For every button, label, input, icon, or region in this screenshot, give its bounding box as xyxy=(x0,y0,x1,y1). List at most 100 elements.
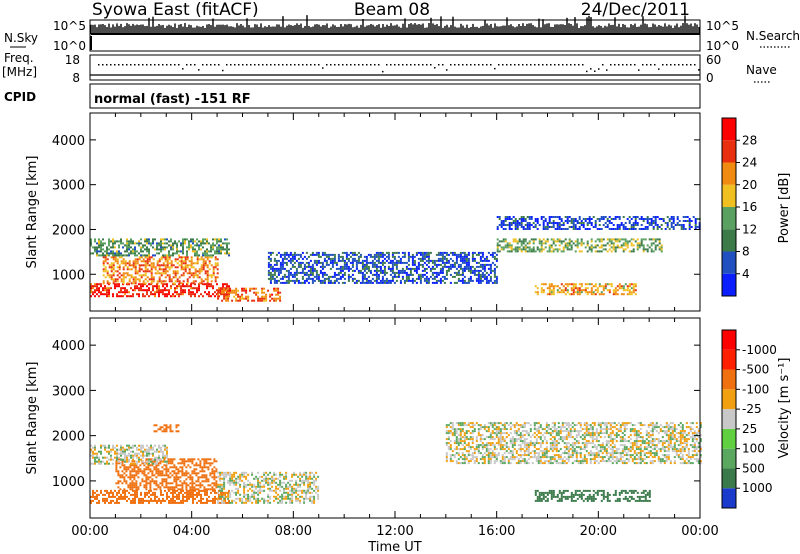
echo-cell xyxy=(652,216,655,218)
echo-cell xyxy=(680,226,683,228)
echo-cell xyxy=(273,299,276,302)
echo-cell xyxy=(96,248,98,251)
echo-cell xyxy=(311,267,314,270)
echo-cell xyxy=(411,259,414,262)
echo-cell xyxy=(303,271,306,274)
echo-cell xyxy=(247,489,250,492)
echo-cell xyxy=(226,248,228,251)
echo-cell xyxy=(92,491,94,494)
echo-cell xyxy=(479,259,482,262)
echo-cell xyxy=(269,295,272,298)
echo-cell xyxy=(568,248,571,251)
echo-cell xyxy=(676,216,679,218)
echo-cell xyxy=(158,278,161,281)
nave-dot xyxy=(686,64,688,66)
nave-dot xyxy=(550,64,552,66)
echo-cell xyxy=(496,216,499,218)
echo-cell xyxy=(347,267,350,270)
echo-cell xyxy=(134,489,136,492)
echo-cell xyxy=(90,499,92,502)
echo-cell xyxy=(122,280,125,283)
echo-cell xyxy=(200,280,203,283)
echo-cell xyxy=(231,477,234,480)
echo-cell xyxy=(216,246,218,249)
echo-cell xyxy=(469,275,472,278)
echo-cell xyxy=(592,216,595,218)
echo-cell xyxy=(219,471,222,474)
echo-cell xyxy=(377,255,380,258)
echo-cell xyxy=(321,263,324,266)
echo-cell xyxy=(291,497,294,500)
echo-cell xyxy=(164,238,166,241)
echo-cell xyxy=(604,216,607,218)
echo-cell xyxy=(407,277,410,280)
echo-cell xyxy=(435,273,438,276)
echo-cell xyxy=(108,274,111,277)
echo-cell xyxy=(453,253,456,256)
echo-cell xyxy=(279,485,282,488)
echo-cell xyxy=(325,273,328,276)
echo-cell xyxy=(147,472,150,475)
echo-cell xyxy=(618,226,621,228)
echo-cell xyxy=(174,291,176,294)
echo-cell xyxy=(137,488,140,491)
echo-cell xyxy=(118,456,120,459)
echo-cell xyxy=(283,495,286,498)
echo-cell xyxy=(522,228,525,230)
echo-cell xyxy=(377,253,380,256)
echo-cell xyxy=(271,475,274,478)
echo-cell xyxy=(158,289,160,292)
echo-cell xyxy=(164,448,166,451)
echo-cell xyxy=(175,472,178,475)
echo-cell xyxy=(315,271,318,274)
header-left-title: Syowa East (fitACF) xyxy=(92,0,259,20)
echo-cell xyxy=(134,454,136,457)
echo-cell xyxy=(283,275,286,278)
echo-cell xyxy=(646,248,649,251)
echo-cell xyxy=(139,470,142,473)
echo-cell xyxy=(120,493,122,496)
echo-cell xyxy=(580,238,583,241)
echo-cell xyxy=(471,271,474,274)
echo-cell xyxy=(498,224,501,226)
echo-cell xyxy=(548,222,551,224)
echo-cell xyxy=(608,216,611,218)
nave-dot xyxy=(366,64,368,66)
echo-cell xyxy=(218,495,220,498)
echo-cell xyxy=(295,473,298,476)
echo-cell xyxy=(138,289,140,292)
echo-cell xyxy=(413,255,416,258)
echo-cell xyxy=(441,251,444,254)
echo-cell xyxy=(269,253,272,256)
echo-cell xyxy=(116,285,118,288)
echo-cell xyxy=(379,265,382,268)
echo-cell xyxy=(196,495,198,498)
echo-cell xyxy=(343,273,346,276)
echo-cell xyxy=(168,268,171,271)
echo-cell xyxy=(225,471,228,474)
echo-cell xyxy=(443,281,446,284)
echo-cell xyxy=(399,269,402,272)
echo-cell xyxy=(373,265,376,268)
echo-cell xyxy=(207,488,210,491)
echo-cell xyxy=(140,246,142,249)
echo-cell xyxy=(186,272,189,275)
echo-cell xyxy=(114,501,116,504)
echo-cell xyxy=(646,222,649,224)
nave-dot xyxy=(554,64,556,66)
echo-cell xyxy=(550,285,553,288)
echo-cell xyxy=(158,454,160,457)
echo-cell xyxy=(439,251,442,254)
nave-dot xyxy=(682,64,684,66)
echo-cell xyxy=(106,497,108,500)
echo-cell xyxy=(168,266,171,269)
echo-cell xyxy=(253,489,256,492)
echo-cell xyxy=(120,252,122,255)
echo-cell xyxy=(656,216,659,218)
echo-cell xyxy=(212,489,214,492)
echo-cell xyxy=(301,475,304,478)
echo-cell xyxy=(465,281,468,284)
echo-cell xyxy=(273,495,276,498)
echo-cell xyxy=(419,259,422,262)
echo-cell xyxy=(140,458,142,461)
